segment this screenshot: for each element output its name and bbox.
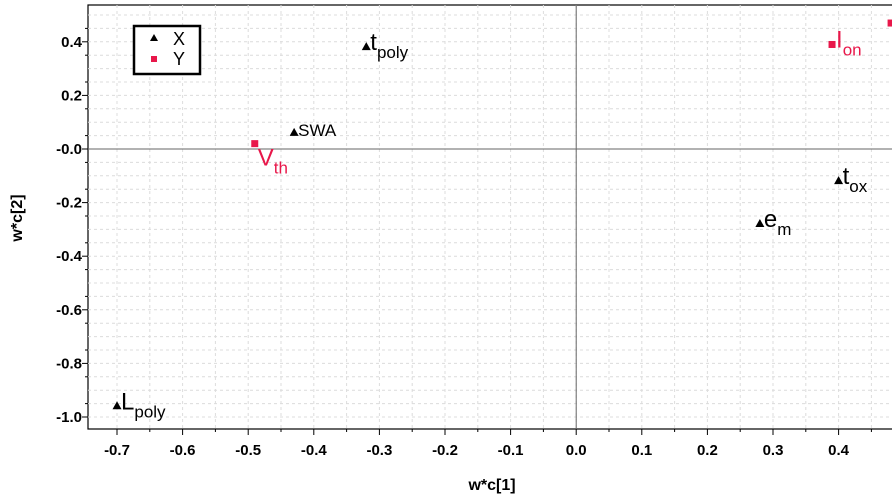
point-i-on: Ion [828, 26, 862, 59]
triangle-marker [361, 42, 371, 51]
legend-label: Y [173, 49, 185, 69]
y-tick-label: -1.0 [56, 409, 82, 426]
x-tick-label: 0.0 [566, 442, 587, 459]
legend-label: X [173, 29, 185, 49]
y-tick-label: -0.0 [56, 141, 82, 158]
legend: XY [132, 24, 202, 76]
point-label-main: e [764, 206, 777, 233]
triangle-marker [112, 401, 122, 410]
point-label: tpoly [370, 29, 408, 62]
plot-frame [87, 4, 892, 430]
point-label-sub: on [843, 40, 862, 59]
point-t-poly: tpoly [361, 29, 409, 62]
x-tick-label: -0.2 [432, 442, 458, 459]
triangle-marker [289, 127, 299, 136]
legend-triangle-marker [150, 34, 158, 41]
point-label-main: t [843, 163, 850, 190]
point-label-main: t [370, 29, 377, 56]
legend-square-marker [151, 56, 157, 62]
point-e-m: em [755, 206, 791, 239]
x-tick-label: -0.6 [170, 442, 196, 459]
y-tick-label: -0.8 [56, 355, 82, 372]
y-tick-label: -0.4 [56, 248, 83, 265]
y-tick-label: -0.6 [56, 302, 82, 319]
point-label: tox [843, 163, 868, 196]
point-label: em [764, 206, 792, 239]
point-swa: SWA [289, 121, 337, 140]
point-v-th: Vth [251, 140, 288, 178]
x-axis-title: w*c[1] [467, 477, 515, 494]
y-tick-label: -0.2 [56, 195, 82, 212]
axes [88, 5, 892, 429]
x-tick-label: -0.3 [366, 442, 392, 459]
point-label-sub: m [777, 220, 791, 239]
point-label-main: V [258, 145, 274, 172]
point-label-sub: poly [134, 402, 166, 421]
y-tick-label: 0.4 [61, 34, 83, 51]
x-tick-label: 0.1 [631, 442, 652, 459]
triangle-marker [755, 219, 765, 228]
point-label-main: I [836, 26, 843, 53]
x-tick-label: -0.1 [498, 442, 524, 459]
x-tick-label: -0.7 [104, 442, 130, 459]
triangle-marker [834, 176, 844, 185]
point-label-sub: ox [849, 177, 867, 196]
point-l-poly: Lpoly [112, 388, 166, 421]
point-label-sub: poly [377, 43, 409, 62]
x-tick-label: 0.2 [697, 442, 718, 459]
x-axis-ticks: -0.7 -0.6 -0.5 -0.4 -0.3 -0.2 -0.1 0.0 0.1 0.2 0.3… [104, 429, 872, 459]
x-tick-label: 0.4 [828, 442, 850, 459]
square-marker [251, 140, 259, 148]
y-axis-title: w*c[2] [9, 194, 26, 242]
data-points: tpolySWAtoxemLpolyVthIonIoff [112, 19, 892, 421]
point-i-off: Ioff [887, 19, 892, 27]
point-label-main: L [121, 388, 134, 415]
y-axis-ticks: 0.4 0.2 -0.0 -0.2 -0.4 -0.6 -0.8 -1.0 [56, 27, 88, 426]
point-label-sub: th [274, 159, 288, 178]
point-label: Vth [258, 145, 288, 178]
point-label-main: SWA [298, 121, 337, 140]
point-label: SWA [298, 121, 337, 140]
x-tick-label: -0.4 [301, 442, 328, 459]
x-tick-label: 0.3 [763, 442, 784, 459]
legend-box [132, 24, 202, 76]
square-marker [828, 40, 836, 48]
point-t-ox: tox [834, 163, 868, 196]
y-tick-label: 0.2 [61, 87, 82, 104]
square-marker [887, 19, 892, 27]
point-label: Ion [836, 26, 862, 59]
x-tick-label: -0.5 [235, 442, 261, 459]
point-label: Lpoly [121, 388, 166, 421]
